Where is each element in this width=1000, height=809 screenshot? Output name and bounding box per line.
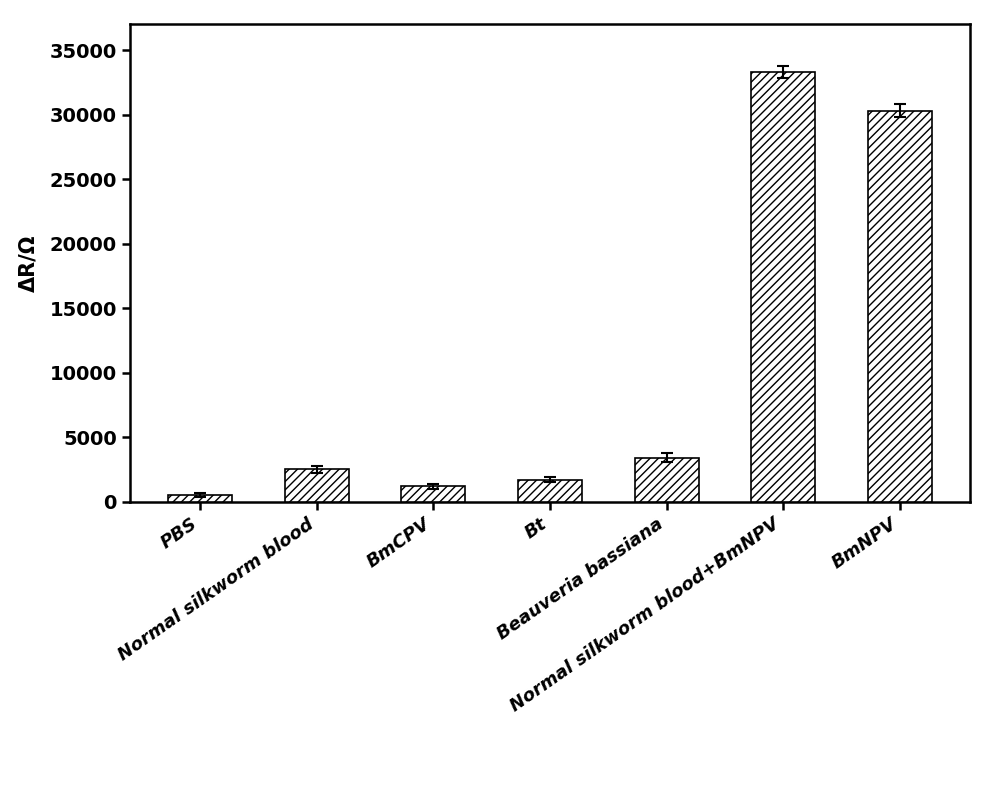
Bar bbox=[751, 72, 815, 502]
Y-axis label: ΔR/Ω: ΔR/Ω bbox=[18, 234, 38, 292]
Bar bbox=[401, 486, 465, 502]
Bar bbox=[168, 495, 232, 502]
Bar bbox=[285, 469, 349, 502]
Bar bbox=[868, 111, 932, 502]
Bar bbox=[518, 480, 582, 502]
Bar bbox=[635, 458, 699, 502]
